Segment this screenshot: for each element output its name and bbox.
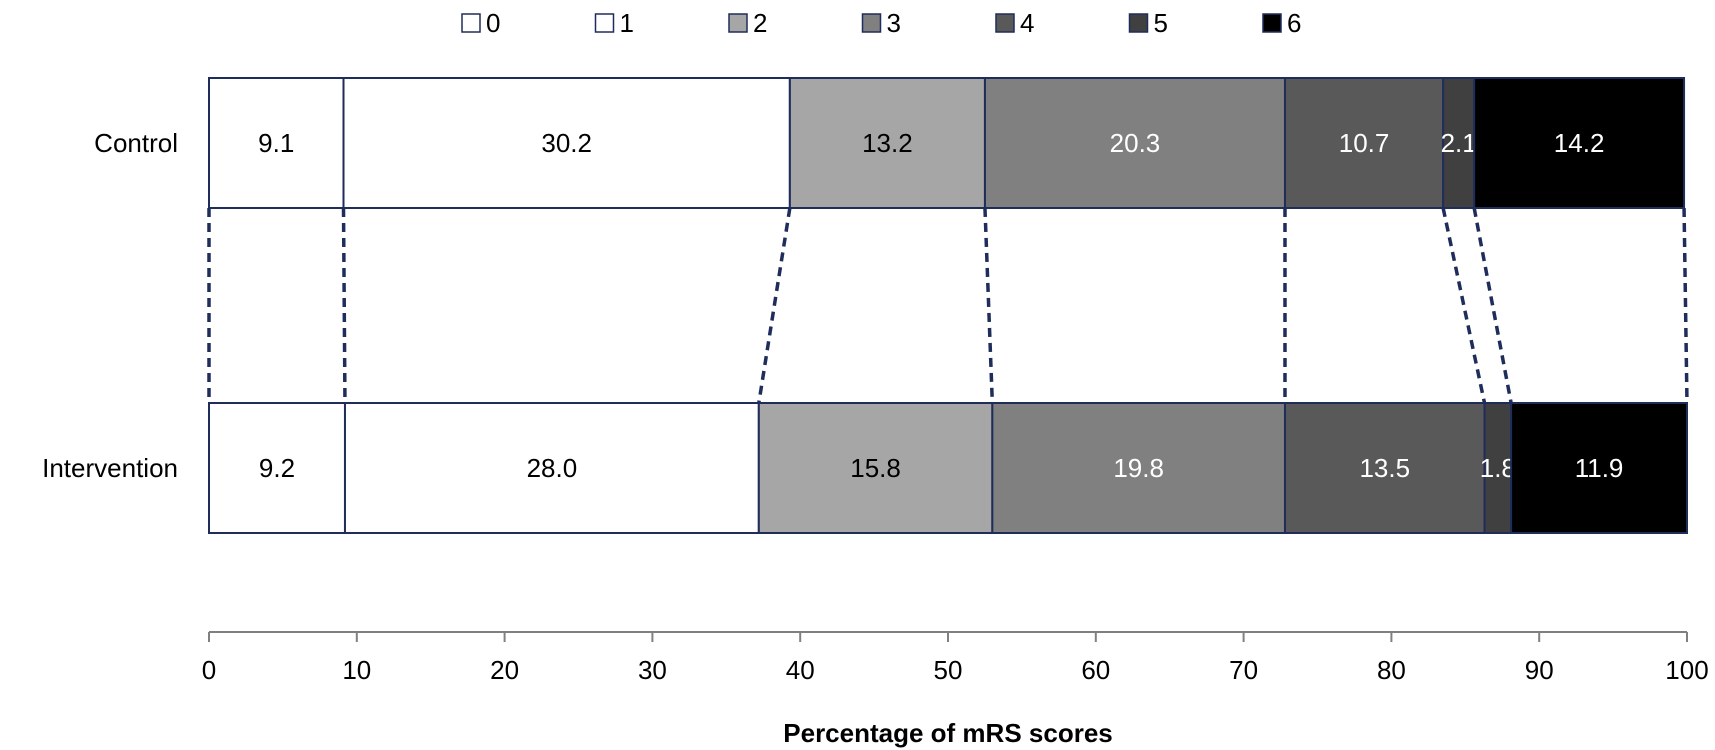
bar-segment-intervention-6 — [1510, 402, 1689, 534]
data-label-control-1: 30.2 — [541, 128, 592, 158]
data-label-intervention-1: 28.0 — [527, 453, 578, 483]
connector-line-7 — [1682, 207, 1689, 404]
bar-segment-control-0 — [208, 77, 345, 209]
bar-segment-intervention-3 — [991, 402, 1286, 534]
legend-swatch-5 — [1128, 13, 1149, 33]
data-label-control-2: 13.2 — [862, 128, 913, 158]
x-axis: 0 10 20 30 40 50 60 70 80 90 100 — [202, 631, 1709, 685]
data-label-intervention-4: 13.5 — [1359, 453, 1410, 483]
x-tick-label-70: 70 — [1229, 655, 1258, 685]
legend-label-4: 4 — [1020, 8, 1034, 38]
bar-segment-control-1 — [342, 77, 791, 209]
data-label-intervention-6: 11.9 — [1575, 453, 1624, 483]
bar-segment-control-5 — [1442, 77, 1476, 209]
data-label-intervention-2: 15.8 — [850, 453, 901, 483]
legend-label-1: 1 — [620, 8, 634, 38]
x-tick-label-50: 50 — [934, 655, 963, 685]
data-label-control-0: 9.1 — [258, 128, 294, 158]
connector-line-2 — [757, 207, 792, 404]
data-label-intervention-5: 1.8 — [1480, 453, 1516, 483]
legend-swatch-4 — [995, 13, 1015, 33]
legend-label-3: 3 — [887, 8, 901, 38]
bar-segment-intervention-0 — [208, 402, 346, 534]
legend-swatch-3 — [861, 13, 882, 33]
x-tick-label-60: 60 — [1081, 655, 1110, 685]
x-tick-label-30: 30 — [638, 655, 667, 685]
data-label-control-5: 2.1 — [1441, 128, 1477, 158]
category-labels: Control Intervention — [42, 128, 178, 483]
connector-line-5 — [1441, 207, 1487, 404]
connector-line-1 — [341, 207, 347, 404]
x-tick-label-40: 40 — [786, 655, 815, 685]
x-tick-label-100: 100 — [1665, 655, 1708, 685]
legend-swatch-6 — [1262, 13, 1282, 33]
legend-swatch-0 — [461, 13, 481, 33]
data-label-intervention-0: 9.2 — [259, 453, 295, 483]
x-tick-label-20: 20 — [490, 655, 519, 685]
bar-segment-control-6 — [1473, 77, 1686, 209]
category-label-intervention: Intervention — [42, 453, 178, 483]
legend-label-0: 0 — [486, 8, 500, 38]
data-label-control-6: 14.2 — [1554, 128, 1605, 158]
data-label-control-3: 20.3 — [1110, 128, 1161, 158]
x-tick-label-90: 90 — [1525, 655, 1554, 685]
x-tick-label-10: 10 — [342, 655, 371, 685]
legend-label-5: 5 — [1154, 8, 1168, 38]
x-axis-title: Percentage of mRS scores — [783, 718, 1112, 748]
bar-segment-intervention-4 — [1283, 402, 1486, 534]
legend-label-2: 2 — [753, 8, 767, 38]
x-tick-label-0: 0 — [202, 655, 216, 685]
bar-segment-control-2 — [788, 77, 986, 209]
connector-line-6 — [1472, 207, 1513, 404]
bar-segment-intervention-2 — [757, 402, 994, 534]
data-label-intervention-3: 19.8 — [1113, 453, 1164, 483]
connector-line-3 — [983, 207, 995, 404]
bars: 9.1 30.2 13.2 20.3 10.7 2.1 14.2 9.2 28.0 15.8 19.… — [208, 77, 1689, 534]
bar-segment-intervention-1 — [343, 402, 760, 534]
legend-label-6: 6 — [1287, 8, 1301, 38]
x-tick-label-80: 80 — [1377, 655, 1406, 685]
legend-swatch-1 — [594, 13, 615, 33]
data-label-control-4: 10.7 — [1339, 128, 1390, 158]
category-label-control: Control — [94, 128, 178, 158]
connector-lines — [207, 207, 1689, 404]
bar-segment-control-3 — [983, 77, 1286, 209]
legend-swatch-2 — [728, 13, 748, 33]
legend: 0 1 2 3 4 5 6 — [461, 8, 1301, 38]
